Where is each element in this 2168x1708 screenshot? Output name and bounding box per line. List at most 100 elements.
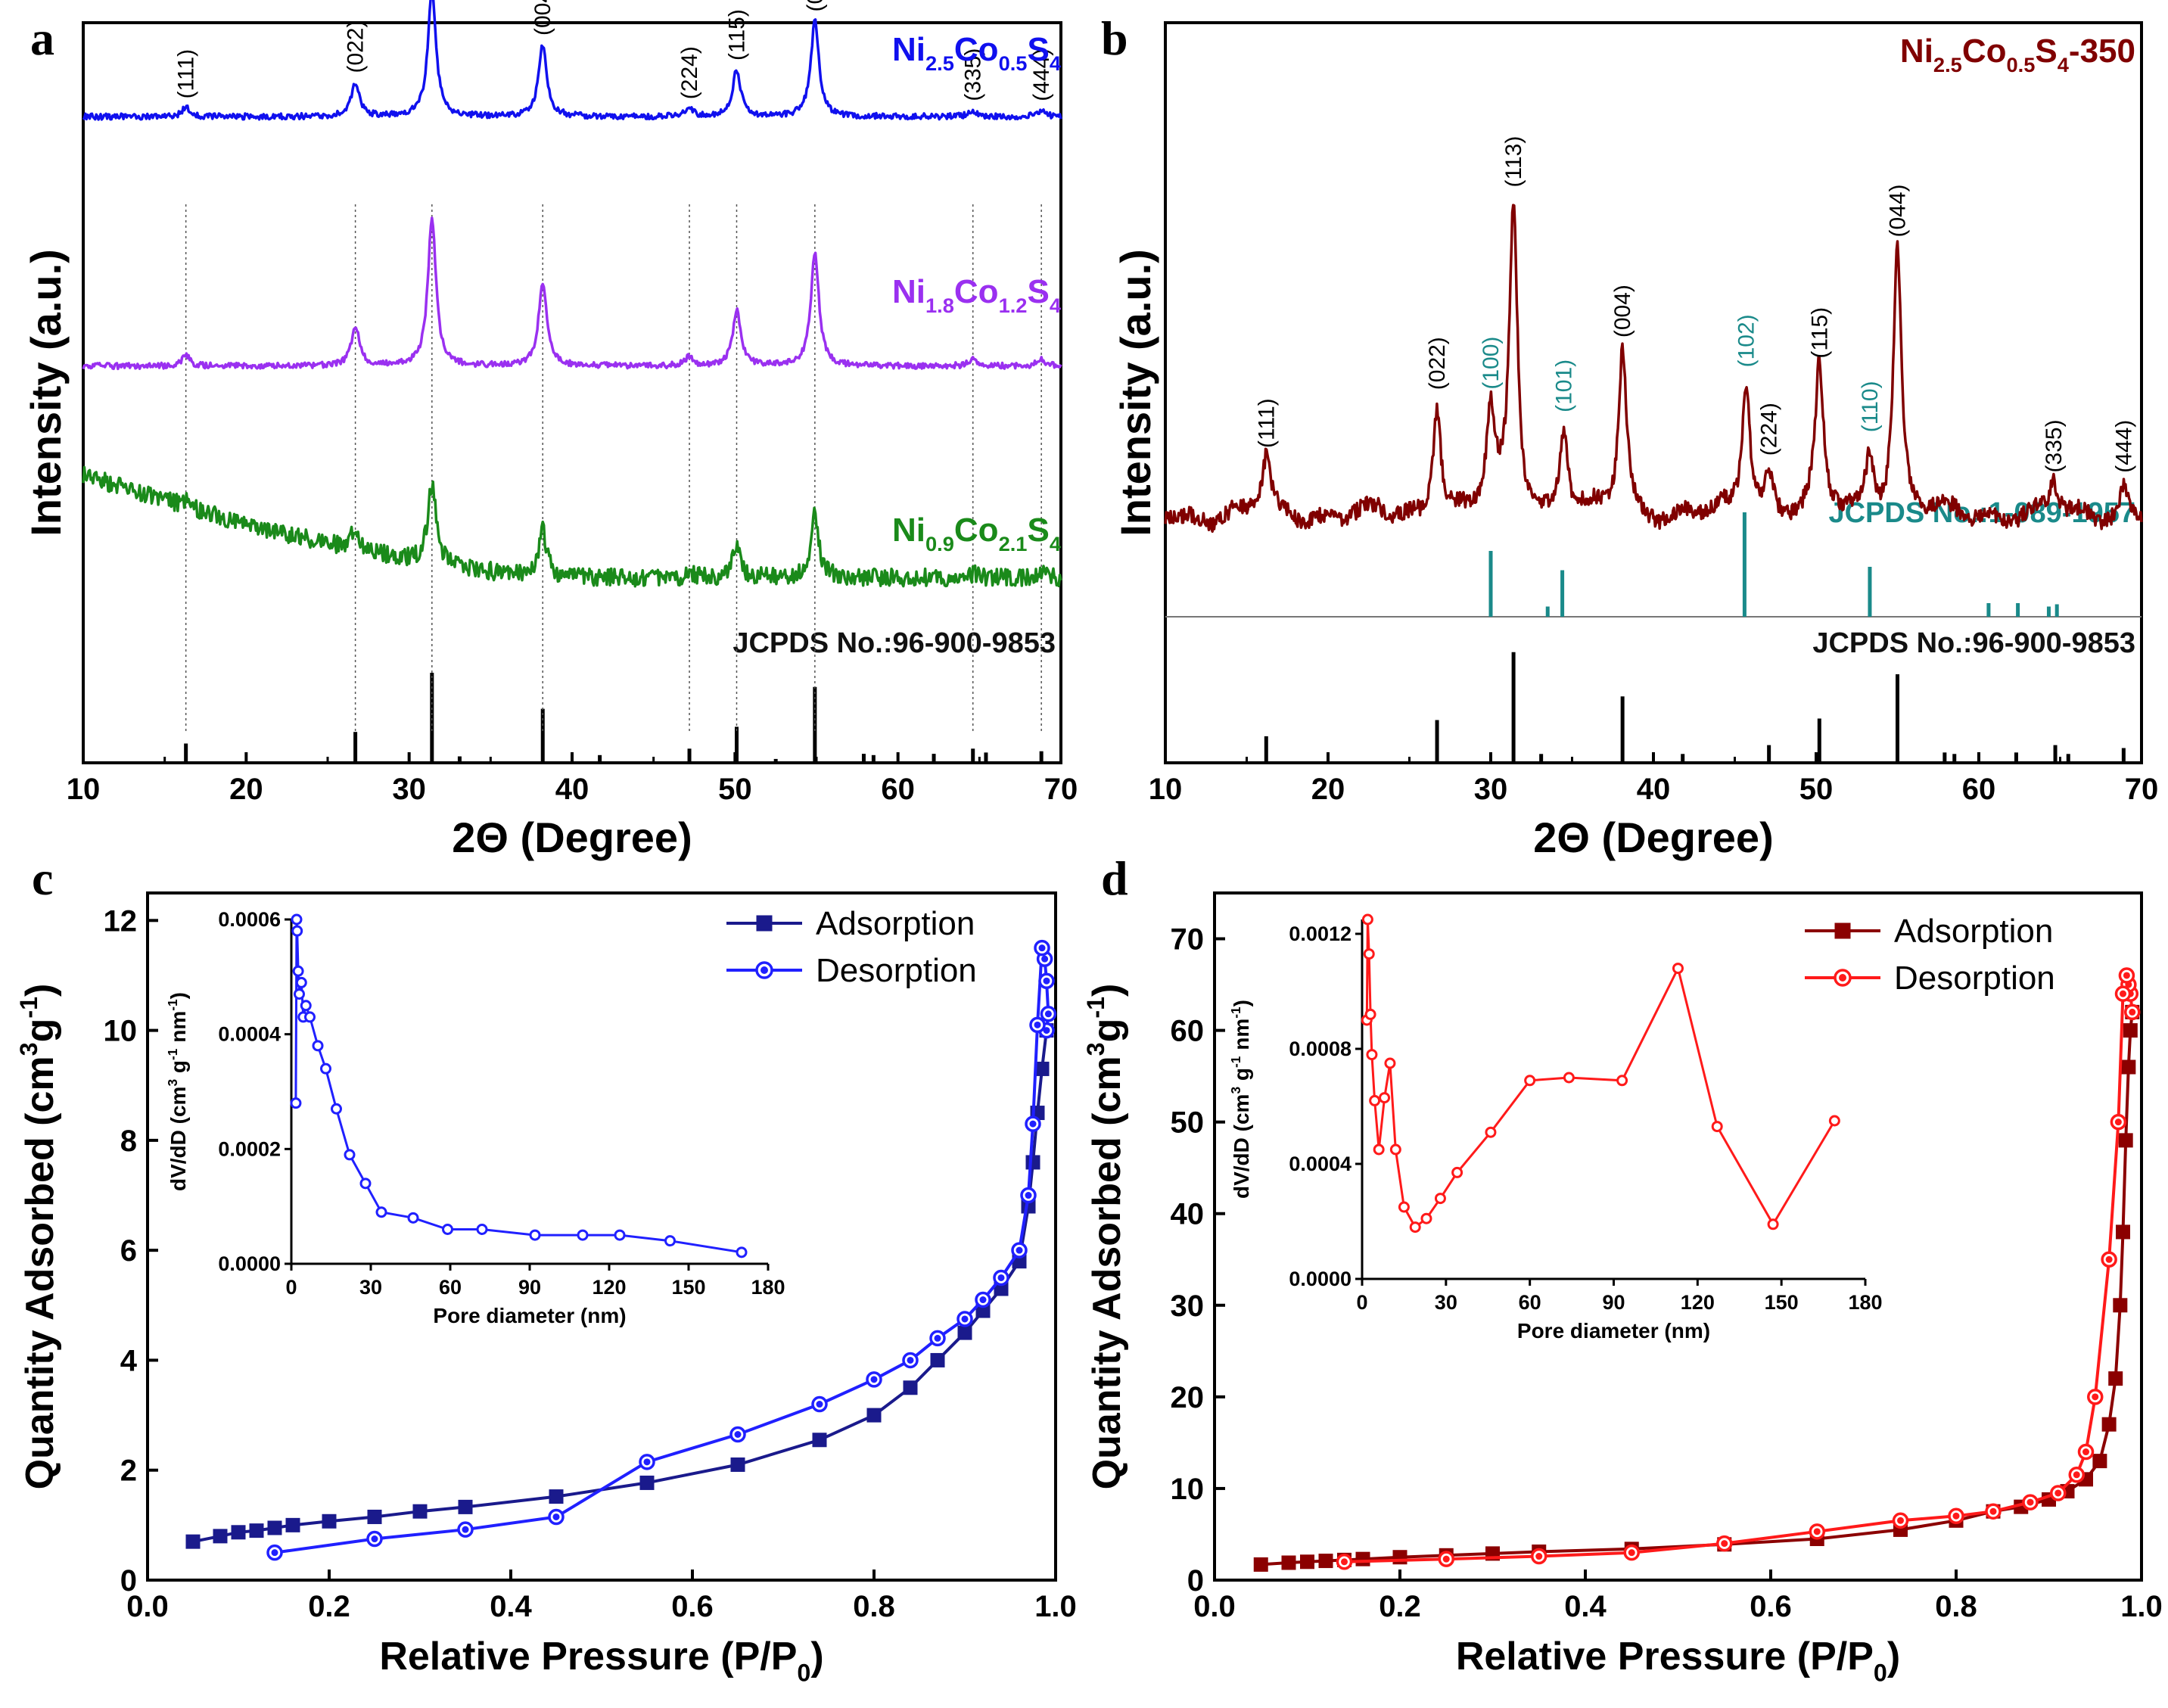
panel-letter-c: c (32, 851, 53, 905)
data-point-core (1628, 1549, 1635, 1557)
data-point (1281, 1555, 1296, 1570)
hkl-label: (111) (1254, 398, 1279, 448)
legend-label: Adsorption (816, 905, 975, 942)
x-tick-label: 0.4 (1564, 1590, 1607, 1623)
data-point (2116, 1224, 2130, 1240)
x-tick-label: 50 (718, 773, 752, 806)
inset-y-tick-label: 0.0004 (1289, 1153, 1352, 1175)
series-label: Ni0.9Co2.1S4 (892, 512, 1062, 555)
data-point-core (734, 1431, 742, 1439)
x-tick-label: 40 (555, 773, 589, 806)
inset-data-point (300, 1000, 312, 1012)
data-point-core (870, 1376, 878, 1383)
data-point (458, 1499, 473, 1514)
data-point (866, 1408, 882, 1423)
inset-data-point (312, 1040, 324, 1052)
inset-data-point (359, 1178, 372, 1190)
inset-data-point (1363, 948, 1375, 960)
hkl-label: (115) (1807, 307, 1832, 359)
legend-label: Adsorption (1894, 913, 2053, 950)
panel-letter-d: d (1101, 851, 1128, 905)
data-point (185, 1534, 201, 1549)
data-point-core (643, 1458, 651, 1466)
data-point (249, 1523, 264, 1538)
y-tick-label: 60 (1171, 1015, 1205, 1048)
data-point (2118, 1133, 2133, 1148)
data-point-core (2114, 1118, 2122, 1126)
data-point-core (1034, 1021, 1041, 1028)
inset-data-point (294, 988, 305, 1000)
inset-data-point (1767, 1218, 1779, 1230)
data-point-core (2123, 972, 2130, 979)
x-tick-label: 0.2 (1379, 1590, 1421, 1623)
inset-y-axis-label: dV/dD (cm3 g-1 nm-1) (1228, 1000, 1253, 1199)
data-point (756, 915, 773, 932)
inset-x-tick-label: 30 (359, 1276, 382, 1299)
inset-data-point (292, 965, 304, 977)
data-point-core (761, 966, 768, 974)
inset-y-tick-label: 0.0002 (218, 1137, 281, 1160)
inset-data-point (1434, 1193, 1446, 1205)
hkl-label: (044) (1886, 184, 1911, 237)
x-tick-label: 40 (1637, 773, 1671, 806)
y-tick-label: 6 (120, 1234, 137, 1268)
data-point-core (979, 1296, 987, 1304)
y-tick-label: 2 (120, 1454, 137, 1488)
data-point-core (2092, 1393, 2099, 1401)
x-tick-label: 0.0 (126, 1590, 169, 1623)
x-tick-label: 10 (1149, 773, 1183, 806)
data-point-core (2129, 1008, 2136, 1016)
inset-x-tick-label: 150 (1765, 1291, 1799, 1314)
x-tick-label: 10 (67, 773, 101, 806)
inset-data-point (1672, 963, 1684, 975)
inset-y-tick-label: 0.0000 (218, 1252, 281, 1275)
data-point (412, 1504, 428, 1519)
data-point-core (1029, 1120, 1037, 1128)
x-tick-label: 60 (881, 773, 915, 806)
inset-data-point (1420, 1212, 1432, 1224)
panel-c: 0.0 0.2 0.4 0.6 0.8 1.0 0 2 4 6 8 10 12 Relative Pres… (15, 851, 1077, 1687)
x-tick-label: 0.6 (671, 1590, 714, 1623)
inset-data-point (407, 1212, 419, 1224)
data-point-core (371, 1535, 378, 1543)
hkl-label: (004) (1610, 285, 1635, 338)
data-point (730, 1457, 745, 1472)
y-tick-label: 30 (1171, 1290, 1205, 1323)
x-tick-label: 1.0 (1034, 1590, 1077, 1623)
y-tick-label: 4 (120, 1344, 138, 1377)
x-tick-label: 1.0 (2120, 1590, 2163, 1623)
inset-data-point (1379, 1092, 1391, 1104)
inset-data-point (290, 1097, 302, 1109)
data-point (2108, 1371, 2123, 1386)
data-point (957, 1325, 972, 1340)
data-point (267, 1520, 282, 1535)
inset-data-point (1361, 913, 1373, 926)
y-axis-label: Quantity Adsorbed (cm3g-1) (1082, 984, 1129, 1490)
data-point-core (552, 1513, 560, 1520)
data-point (2092, 1454, 2107, 1469)
inset-x-tick-label: 150 (671, 1276, 705, 1299)
x-tick-label: 30 (1474, 773, 1508, 806)
data-point (285, 1517, 300, 1532)
y-tick-label: 0 (1187, 1564, 1204, 1598)
series-line (1164, 204, 2143, 534)
data-point-core (1025, 1192, 1032, 1199)
legend-label: Desorption (816, 952, 977, 989)
inset-x-tick-label: 0 (285, 1276, 297, 1299)
inset-data-point (442, 1224, 453, 1235)
data-point-core (816, 1401, 823, 1408)
inset-data-point (1373, 1143, 1385, 1156)
panel-letter-b: b (1101, 11, 1128, 65)
inset-x-tick-label: 180 (751, 1276, 785, 1299)
data-point-core (1839, 974, 1846, 982)
inset-data-point (577, 1229, 589, 1241)
inset-y-tick-label: 0.0012 (1289, 922, 1352, 945)
inset-y-tick-label: 0.0000 (1289, 1268, 1352, 1290)
panel-b: 10 20 30 40 50 60 70 2Θ (Degree) Intensity (a.u.… (1101, 11, 2158, 861)
hkl-label: (004) (530, 0, 555, 36)
inset-data-point (529, 1229, 541, 1241)
y-tick-label: 40 (1171, 1198, 1205, 1231)
x-tick-label: 60 (1962, 773, 1996, 806)
y-tick-label: 12 (104, 904, 138, 938)
